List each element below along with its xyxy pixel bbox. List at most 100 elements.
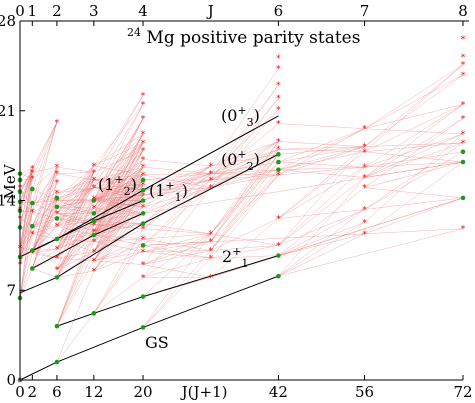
link-line [364,133,464,178]
link-line [93,245,144,314]
link-line [93,133,144,236]
red-star-point: * [276,94,281,104]
link-line [278,233,365,277]
red-star-point: * [208,176,213,186]
band-line [142,115,279,191]
red-star-point: * [276,81,281,91]
link-line [142,233,211,265]
red-star-point: * [276,145,281,155]
red-star-point: * [141,235,146,245]
green-dot-point [140,198,146,203]
chart-title: 24 Mg positive parity states [127,21,360,48]
red-star-point: * [141,248,146,258]
link-line [142,233,211,278]
link-line [364,142,464,178]
red-star-point: * [208,230,213,240]
link-line [32,122,58,173]
link-line [32,167,58,190]
red-star-point: * [55,118,60,128]
link-line [278,146,365,163]
green-dot-point [140,187,146,193]
green-dot-points-layer [17,149,466,383]
red-star-point: * [276,138,281,148]
link-line [278,146,365,170]
link-line [19,193,33,204]
link-line [210,141,279,167]
link-line [278,209,365,256]
link-line [32,166,57,173]
link-line [142,179,211,201]
link-line [142,173,211,196]
link-line [142,250,211,328]
green-dot-point [91,311,97,316]
link-line [210,255,279,259]
red-star-point: * [141,130,146,140]
link-line [210,174,279,251]
link-line [364,118,464,178]
link-line [142,258,211,328]
link-line [93,118,144,200]
link-line [210,169,279,188]
link-line [32,226,58,251]
link-line [278,222,365,277]
red-star-point: * [55,209,60,219]
link-line [32,218,58,235]
link-line [278,146,365,219]
link-line [32,225,58,240]
red-star-point: * [276,120,281,130]
red-star-point: * [276,64,281,74]
red-star-point: * [141,203,146,213]
green-dot-point [460,159,466,165]
chart-title-main: Mg positive parity states [146,28,360,48]
red-star-point: * [276,241,281,251]
x-bottom-tick-label: 20 [134,383,153,401]
red-star-point: * [461,225,466,235]
red-star-point: * [208,170,213,180]
red-star-point: * [362,205,367,215]
link-line [278,187,365,256]
link-line [278,151,365,219]
link-line [93,95,144,181]
link-line [56,187,94,208]
link-line [56,257,94,261]
link-line [32,192,58,254]
link-line [32,122,58,179]
link-line [143,264,211,278]
link-line [19,252,33,265]
y-tick-label: 7 [6,281,16,299]
green-dot-point [91,232,97,238]
link-line [364,161,464,234]
link-line [93,104,144,200]
x-top-axis-label: J [206,2,214,20]
link-line [56,231,95,327]
x-bottom-axis-label: J(J+1) [180,383,228,401]
link-line [93,251,144,272]
link-line [93,167,144,232]
link-line [93,118,144,209]
link-line [143,174,211,188]
red-star-point: * [461,35,466,45]
link-line [93,241,144,252]
link-line [210,149,279,188]
link-line [93,184,144,200]
link-line [93,195,144,232]
red-star-point: * [55,222,60,232]
red-star-point: * [30,230,35,240]
x-bottom-tick-label: 42 [269,383,288,401]
link-line [19,226,33,249]
link-line [93,167,144,252]
link-line [210,123,279,181]
link-line [93,187,144,191]
red-star-point: * [461,139,466,149]
link-line [56,165,94,199]
red-star-point: * [362,163,367,173]
link-line [142,165,211,191]
link-line [143,238,211,251]
link-line [143,187,211,208]
band-line [56,223,144,278]
link-line [210,141,279,174]
link-line [93,206,144,252]
link-line [32,249,57,254]
link-line [56,179,95,250]
green-dot-point [54,236,60,242]
